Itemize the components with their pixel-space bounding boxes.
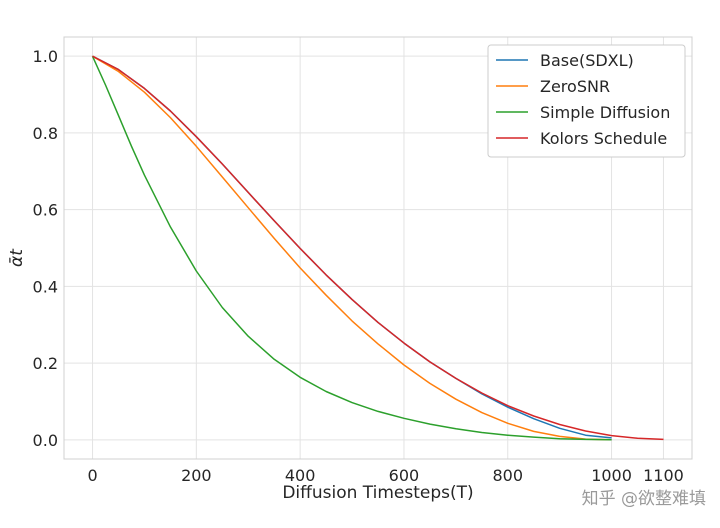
x-tick-label: 600 (389, 466, 420, 485)
x-tick-label: 200 (181, 466, 212, 485)
y-tick-label: 0.8 (33, 124, 58, 143)
legend-entry-label: Kolors Schedule (540, 129, 667, 148)
y-tick-label: 0.4 (33, 277, 58, 296)
watermark-text: 知乎 @欲整难填 (582, 489, 706, 509)
series-lines (91, 55, 664, 441)
y-tick-label: 1.0 (33, 47, 58, 66)
x-tick-label: 800 (492, 466, 523, 485)
legend: Base(SDXL) ZeroSNR Simple Diffusion Kolors … (487, 44, 686, 158)
legend-box (487, 44, 686, 158)
y-axis-ticks: 0.0 0.2 0.4 0.6 0.8 1.0 (33, 47, 58, 450)
x-tick-label: 400 (285, 466, 316, 485)
x-tick-label: 1100 (643, 466, 684, 485)
y-tick-label: 0.0 (33, 431, 58, 450)
plot-frame (63, 36, 693, 460)
y-axis-label: ᾱt (7, 248, 27, 267)
legend-entry-label: Simple Diffusion (540, 103, 670, 122)
x-axis-label: Diffusion Timesteps(T) (282, 483, 473, 503)
x-tick-label: 1000 (591, 466, 632, 485)
series-line-kolors-schedule (92, 55, 664, 441)
y-tick-label: 0.2 (33, 354, 58, 373)
legend-entry-label: Base(SDXL) (540, 51, 634, 70)
legend-entry-label: ZeroSNR (540, 77, 610, 96)
series-line-zerosnr (92, 55, 612, 441)
series-line-simple-diffusion (91, 55, 612, 441)
y-tick-label: 0.6 (33, 201, 58, 220)
x-axis-ticks: 0 200 400 600 800 1000 1100 (87, 466, 683, 485)
x-tick-label: 0 (87, 466, 97, 485)
plot-border (63, 36, 693, 460)
